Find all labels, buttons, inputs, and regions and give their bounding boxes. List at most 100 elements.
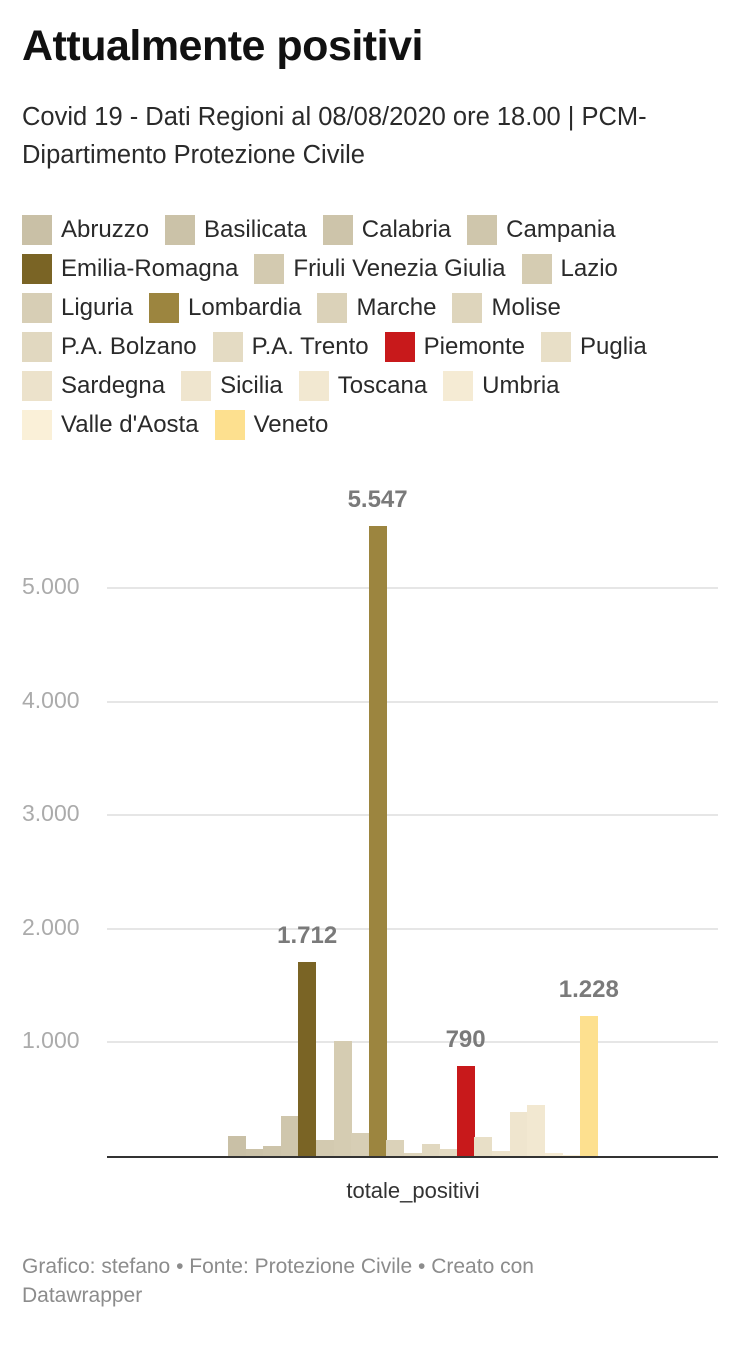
legend-item: Puglia <box>541 331 647 362</box>
bar-value-label: 790 <box>445 1026 486 1054</box>
legend-item: Lazio <box>521 253 618 284</box>
bar <box>298 961 317 1156</box>
bar <box>228 1135 246 1156</box>
legend-swatch <box>254 253 285 284</box>
legend-swatch <box>322 214 353 245</box>
legend-item: Calabria <box>322 214 452 245</box>
legend-item: Sicilia <box>181 370 283 401</box>
bar-value-label: 5.547 <box>347 485 408 513</box>
chart-subtitle: Covid 19 - Dati Regioni al 08/08/2020 or… <box>22 103 647 169</box>
gridline <box>107 700 718 703</box>
legend-label: Umbria <box>482 371 560 399</box>
legend-swatch <box>22 409 52 440</box>
legend-swatch <box>22 214 52 245</box>
legend-label: Toscana <box>337 371 428 399</box>
legend: Abruzzo Basilicata Calabria Campania Emilia-… <box>22 214 732 440</box>
legend-label: P.A. Trento <box>251 332 369 360</box>
y-axis-tick-label: 4.000 <box>22 686 80 713</box>
chart-footer: Grafico: stefano • Fonte: Protezione Civ… <box>22 1255 534 1307</box>
bar <box>421 1144 440 1156</box>
legend-label: Molise <box>491 293 561 321</box>
y-axis-tick-label: 3.000 <box>22 800 80 827</box>
bar <box>527 1104 546 1156</box>
legend-item: Liguria <box>22 292 133 323</box>
legend-item: Toscana <box>298 370 428 401</box>
y-axis-tick-label: 2.000 <box>22 913 80 940</box>
legend-swatch <box>214 409 245 440</box>
bar <box>368 525 387 1156</box>
legend-swatch <box>317 292 348 323</box>
legend-label: Lazio <box>560 254 618 282</box>
bar-chart: 1.000 2.000 3.000 4.000 5.000 1.712 5.547 790 1.… <box>0 460 740 1220</box>
legend-label: Veneto <box>253 410 329 438</box>
legend-item: Piemonte <box>384 331 526 362</box>
legend-label: Calabria <box>361 215 452 243</box>
bar <box>280 1115 299 1156</box>
bar <box>333 1041 352 1156</box>
legend-swatch <box>212 331 243 362</box>
y-axis-tick-label: 5.000 <box>22 573 80 599</box>
legend-swatch <box>22 253 52 284</box>
bar <box>263 1146 282 1156</box>
gridline <box>107 587 718 589</box>
legend-label: Emilia-Romagna <box>61 254 239 282</box>
gridline <box>107 927 718 930</box>
legend-swatch <box>181 370 212 401</box>
x-axis-baseline <box>107 1156 718 1158</box>
legend-label: Sicilia <box>220 371 283 399</box>
legend-item: Abruzzo <box>22 214 149 245</box>
legend-swatch <box>298 370 329 401</box>
legend-item: Campania <box>467 214 616 245</box>
bar-value-label: 1.228 <box>558 976 619 1004</box>
legend-label: Puglia <box>580 332 647 360</box>
legend-swatch <box>165 214 196 245</box>
chart-title: Attualmente positivi <box>22 22 423 70</box>
legend-swatch <box>22 331 52 362</box>
gridline <box>107 814 718 817</box>
legend-item: Marche <box>317 292 436 323</box>
bar <box>492 1150 510 1156</box>
gridline <box>107 1041 718 1044</box>
x-axis-category-label: totale_positivi <box>346 1178 480 1203</box>
legend-label: Basilicata <box>204 215 307 243</box>
bar <box>474 1137 493 1156</box>
bar <box>562 1155 581 1156</box>
legend-label: Friuli Venezia Giulia <box>293 254 506 282</box>
legend-label: Liguria <box>61 293 134 321</box>
bar <box>404 1153 422 1156</box>
bar <box>439 1149 458 1156</box>
legend-label: Campania <box>506 215 616 243</box>
bar <box>544 1153 563 1156</box>
legend-item: Basilicata <box>165 214 307 245</box>
legend-swatch <box>467 214 498 245</box>
legend-label: Sardegna <box>61 371 166 399</box>
legend-swatch <box>443 370 474 401</box>
legend-swatch <box>452 292 483 323</box>
legend-item: Molise <box>452 292 561 323</box>
bar <box>456 1066 475 1156</box>
legend-item: Lombardia <box>149 292 301 323</box>
bar <box>245 1149 264 1156</box>
legend-item: Emilia-Romagna <box>22 253 238 284</box>
bar <box>386 1140 405 1156</box>
bar <box>351 1133 370 1156</box>
legend-swatch <box>384 331 415 362</box>
legend-item: Valle d'Aosta <box>22 409 199 440</box>
legend-label: Marche <box>356 293 437 321</box>
legend-swatch <box>22 292 52 323</box>
legend-label: Abruzzo <box>61 215 150 243</box>
legend-item: Sardegna <box>22 370 165 401</box>
legend-swatch <box>541 331 572 362</box>
legend-item: Umbria <box>443 370 560 401</box>
legend-item: Friuli Venezia Giulia <box>254 253 506 284</box>
legend-swatch <box>22 370 52 401</box>
legend-label: Piemonte <box>423 332 526 360</box>
legend-swatch <box>149 292 180 323</box>
y-axis-tick-label: 1.000 <box>22 1027 80 1054</box>
bar <box>580 1016 598 1156</box>
legend-item: Veneto <box>214 409 329 440</box>
bar <box>316 1140 334 1156</box>
legend-swatch <box>521 253 552 284</box>
legend-item: P.A. Bolzano <box>22 331 197 362</box>
bar <box>509 1111 528 1156</box>
